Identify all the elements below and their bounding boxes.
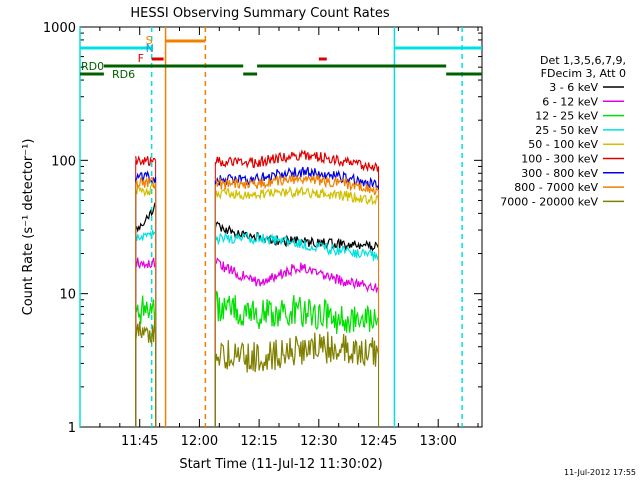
series-line [214,331,380,373]
legend-entry-label: 300 - 800 keV [521,167,598,180]
series-100-300-keV [135,149,380,427]
series-line [214,149,380,173]
y-tick-label: 1000 [43,21,76,36]
legend-entry-label: 50 - 100 keV [528,138,598,151]
series-line [135,183,157,198]
y-axis-label: Count Rate (s⁻¹ detector⁻¹) [21,139,36,316]
series-line [214,185,380,206]
flag-label: N [146,42,154,55]
legend-entry-label: 25 - 50 keV [535,124,598,137]
legend-entry-label: 3 - 6 keV [549,81,598,94]
legend-entry-label: 7000 - 20000 keV [500,195,598,208]
legend-entry-label: 800 - 7000 keV [514,181,598,194]
legend-entry-label: 12 - 25 keV [535,110,598,123]
legend-entry-label: 6 - 12 keV [542,95,598,108]
flag-label: S [146,34,153,47]
y-tick-labels: 1 10 100 1000 [43,21,76,436]
legend-header: Det 1,3,5,6,7,9, [540,54,626,67]
series-line [214,174,379,196]
x-tick-label: 12:30 [300,434,337,449]
series-300-800-keV [135,166,380,427]
x-tick-label: 12:15 [240,434,277,449]
time-markers [79,27,463,427]
flag-bars: SNF RD0 RD6 [80,34,482,81]
x-axis-label: Start Time (11-Jul-12 11:30:02) [179,457,382,472]
series-12-25-keV [135,290,380,427]
series-line [214,257,379,293]
x-tick-label: 12:00 [181,434,218,449]
generated-timestamp: 11-Jul-2012 17:55 [564,468,636,477]
series-line [135,176,157,189]
series-line [214,290,379,334]
series-line [135,257,157,270]
series-line [135,320,157,346]
series-25-50-keV [135,230,380,427]
y-tick-label: 100 [51,154,76,169]
chart-title: HESSI Observing Summary Count Rates [130,6,389,21]
series-800-7000-keV [135,174,380,427]
x-tick-labels: 11:45 12:00 12:15 12:30 12:45 13:00 [121,434,457,449]
series-line [135,155,157,167]
flag-label: RD0 [81,60,104,73]
flag-label: RD6 [112,68,135,81]
flag-label: F [138,52,144,65]
y-tick-label: 1 [68,421,76,436]
legend: Det 1,3,5,6,7,9,FDecim 3, Att 03 - 6 keV… [500,54,626,208]
x-tick-label: 12:45 [360,434,397,449]
series-6-12-keV [135,257,380,427]
series-line [214,231,380,261]
series-7000-20000-keV [135,320,380,427]
legend-header: FDecim 3, Att 0 [541,67,626,80]
series-line [135,295,157,325]
x-tick-label: 11:45 [121,434,158,449]
series-group [135,149,380,427]
x-tick-label: 13:00 [419,434,456,449]
legend-entry-label: 100 - 300 keV [521,153,598,166]
series-line [135,170,157,184]
series-line [135,230,157,242]
series-line [135,202,157,233]
series-line [214,221,380,252]
y-tick-label: 10 [59,288,76,303]
